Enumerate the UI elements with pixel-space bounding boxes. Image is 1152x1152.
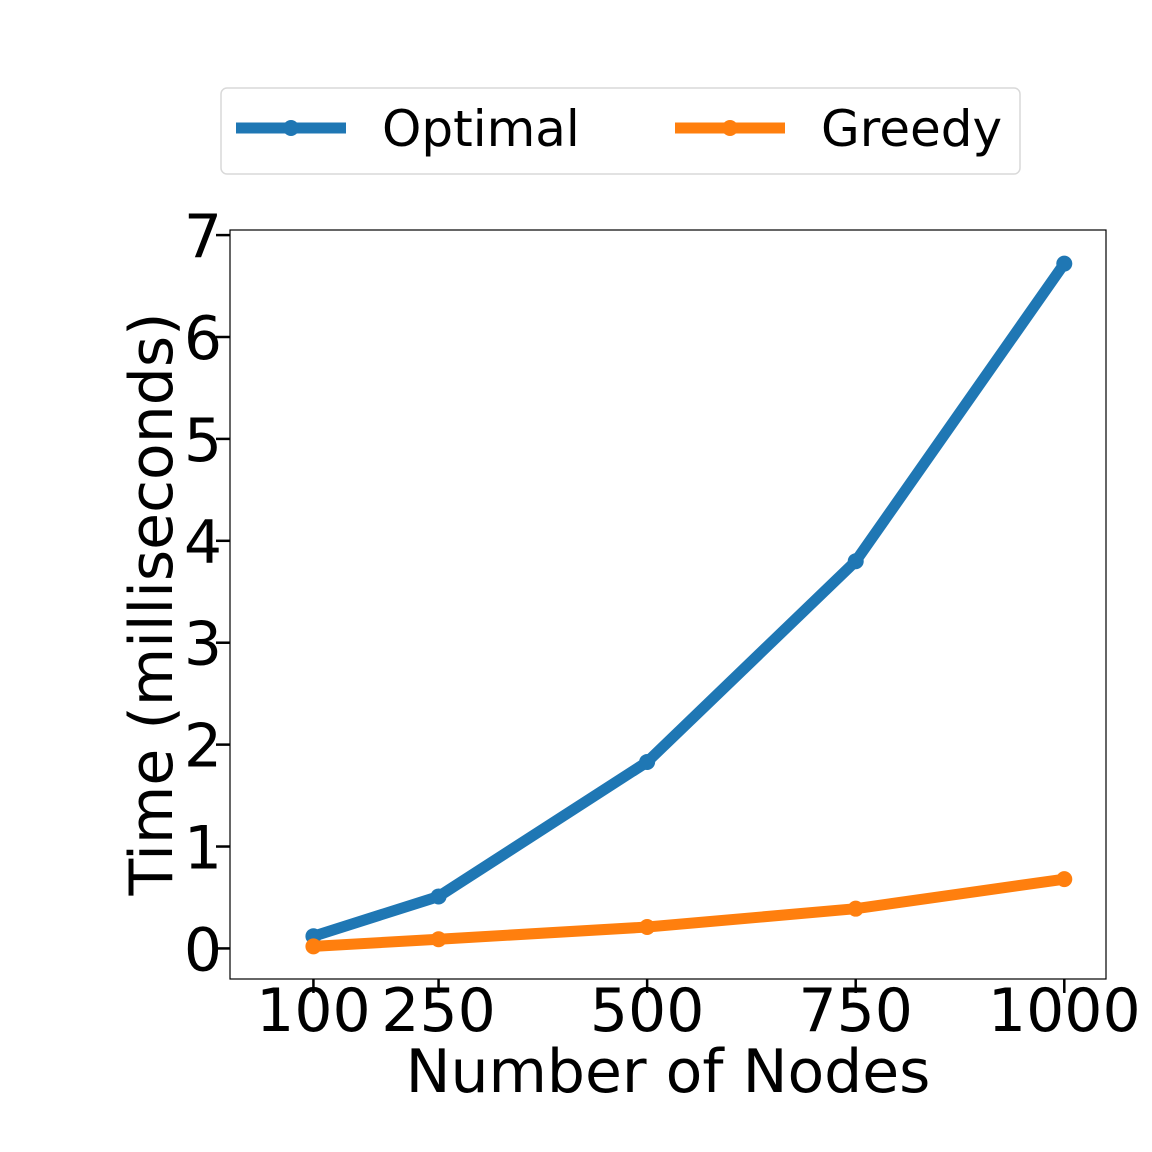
series-layer bbox=[305, 255, 1073, 955]
x-tick-label: 1000 bbox=[988, 976, 1141, 1046]
y-tick-label: 5 bbox=[184, 406, 222, 476]
y-tick-label: 3 bbox=[184, 610, 222, 680]
x-tick-label: 750 bbox=[798, 976, 913, 1046]
legend-marker-greedy bbox=[722, 120, 738, 136]
data-point-optimal bbox=[847, 553, 864, 570]
data-point-greedy bbox=[430, 931, 447, 948]
y-axis: 0 1 2 3 4 5 6 7 bbox=[184, 202, 230, 985]
data-point-optimal bbox=[430, 888, 447, 905]
x-axis: 100 250 500 750 1000 bbox=[256, 976, 1140, 1046]
x-axis-label: Number of Nodes bbox=[406, 1037, 931, 1107]
legend: Optimal Greedy bbox=[220, 87, 1021, 175]
y-axis-label: Time (milliseconds) bbox=[117, 312, 187, 896]
x-tick-label: 250 bbox=[381, 976, 496, 1046]
plot-frame bbox=[229, 229, 1107, 980]
y-tick-label: 0 bbox=[184, 915, 222, 985]
plot-area: 0 1 2 3 4 5 6 7 100 250 500 750 1000 bbox=[184, 202, 1141, 1046]
data-point-optimal bbox=[1056, 255, 1073, 272]
legend-frame bbox=[220, 87, 1021, 175]
y-tick-label: 7 bbox=[184, 202, 222, 272]
y-tick-label: 4 bbox=[184, 508, 222, 578]
data-point-greedy bbox=[847, 900, 864, 917]
y-tick-label: 2 bbox=[184, 712, 222, 782]
legend-label-greedy: Greedy bbox=[821, 100, 1002, 158]
legend-marker-optimal bbox=[283, 120, 299, 136]
data-point-optimal bbox=[639, 753, 656, 770]
y-tick-label: 6 bbox=[184, 304, 222, 374]
legend-entries: Optimal Greedy bbox=[236, 100, 1002, 158]
data-point-greedy bbox=[1056, 871, 1073, 888]
y-tick-label: 1 bbox=[184, 814, 222, 884]
legend-label-optimal: Optimal bbox=[382, 100, 580, 158]
x-tick-label: 500 bbox=[590, 976, 705, 1046]
data-point-greedy bbox=[305, 938, 322, 955]
x-tick-label: 100 bbox=[256, 976, 371, 1046]
data-point-greedy bbox=[639, 919, 656, 936]
